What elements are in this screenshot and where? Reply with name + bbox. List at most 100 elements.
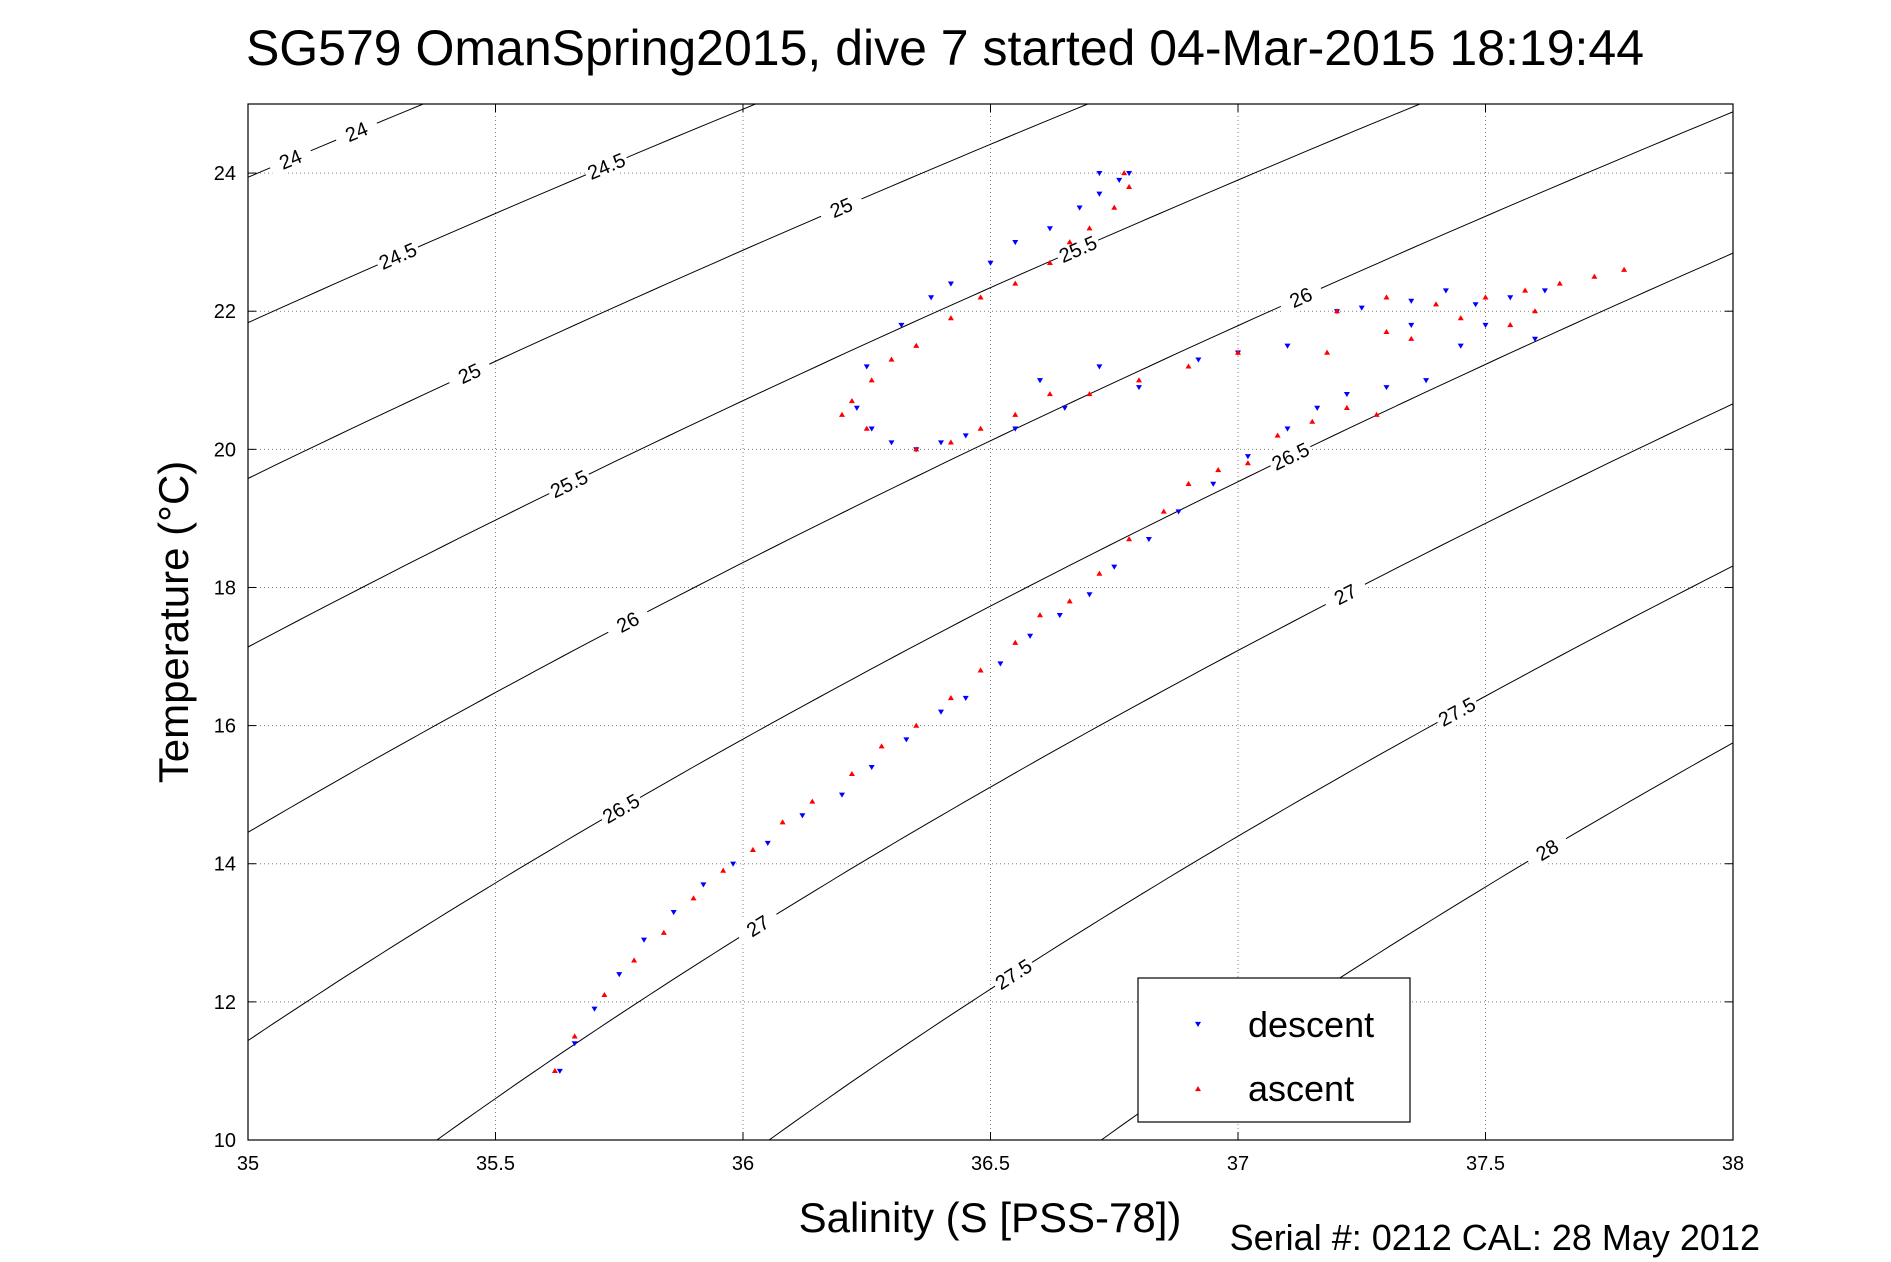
descent-point xyxy=(1027,633,1034,639)
ascent-point xyxy=(1343,404,1350,410)
x-tick-label: 37.5 xyxy=(1466,1153,1505,1175)
chart-title: SG579 OmanSpring2015, dive 7 started 04-… xyxy=(246,20,1644,76)
ascent-point xyxy=(1556,280,1563,286)
descent-point xyxy=(1076,205,1083,211)
descent-point xyxy=(1046,226,1053,232)
descent-point xyxy=(616,972,623,978)
y-axis-label: Temperature (°C) xyxy=(150,461,197,784)
axis-ticks: 35 35.5 36 36.5 37 37.5 38 10 12 14 16 18 20 22 24 xyxy=(214,104,1744,1175)
descent-point xyxy=(1482,322,1489,329)
descent-point xyxy=(1314,405,1321,411)
contour-line xyxy=(248,104,756,324)
contour-label-bg xyxy=(1521,827,1572,871)
ascent-point xyxy=(1185,480,1192,486)
contour-label-bg xyxy=(331,111,382,151)
ascent-point xyxy=(1185,363,1192,369)
ascent-point xyxy=(1621,266,1628,272)
ascent-point xyxy=(1433,301,1439,307)
ascent-point xyxy=(1215,467,1222,473)
contour-label-bg xyxy=(580,145,631,185)
descent-point xyxy=(938,440,944,446)
ascent-point xyxy=(1373,411,1380,417)
descent-point xyxy=(571,1041,578,1047)
descent-point xyxy=(1532,336,1538,342)
descent-point xyxy=(1457,343,1464,349)
contour-label-bg xyxy=(602,600,653,642)
contour-label-bg xyxy=(1052,228,1103,268)
descent-point xyxy=(868,764,875,771)
descent-point xyxy=(938,709,944,715)
descent-point xyxy=(641,937,647,943)
descent-point xyxy=(1408,322,1415,329)
ascent-point xyxy=(1482,294,1489,300)
ascent-point xyxy=(631,957,638,963)
contour-label-bg xyxy=(1319,572,1370,615)
descent-point xyxy=(888,440,895,446)
ascent-point xyxy=(779,819,786,825)
descent-point xyxy=(1096,170,1103,177)
descent-point xyxy=(1358,305,1365,311)
contour-label-bg xyxy=(595,786,646,830)
ascent-point xyxy=(1012,280,1019,286)
x-tick-label: 36 xyxy=(732,1153,754,1175)
contour-line xyxy=(248,252,1733,1042)
descent-point xyxy=(764,840,771,847)
descent-point xyxy=(987,260,994,266)
descent-point xyxy=(1136,385,1142,391)
descent-point xyxy=(799,813,806,819)
ascent-point xyxy=(878,743,885,749)
ascent-point xyxy=(1126,536,1133,542)
legend-label-descent: descent xyxy=(1248,1004,1374,1045)
contour-line xyxy=(248,104,1088,480)
ascent-point xyxy=(913,446,920,452)
ascent-point xyxy=(848,397,855,404)
descent-point xyxy=(1061,405,1068,411)
x-tick-label: 35.5 xyxy=(476,1153,515,1175)
ascent-point xyxy=(1383,294,1390,300)
ascent-point xyxy=(1012,639,1019,645)
descent-point xyxy=(1126,170,1133,177)
x-tick-label: 37 xyxy=(1227,1153,1249,1175)
descent-point xyxy=(1244,454,1251,460)
descent-point xyxy=(898,322,905,329)
ascent-point xyxy=(1591,273,1598,279)
contour-label-bg xyxy=(1431,689,1482,732)
ascent-point xyxy=(1111,204,1118,210)
x-tick-label: 36.5 xyxy=(971,1153,1010,1175)
descent-point xyxy=(1195,357,1202,363)
ascent-point xyxy=(1383,328,1390,335)
ascent-point xyxy=(1096,570,1103,576)
ascent-point xyxy=(1522,287,1529,293)
ascent-point xyxy=(947,315,954,321)
descent-point xyxy=(962,695,969,701)
ascent-point xyxy=(1066,239,1073,245)
ascent-point xyxy=(720,867,727,873)
descent-point xyxy=(730,861,737,867)
contour-line xyxy=(1101,742,1733,1140)
y-tick-label: 24 xyxy=(214,163,236,185)
contour-label-bg xyxy=(1275,276,1326,317)
ascent-point xyxy=(571,1033,578,1039)
contour-label-bg xyxy=(443,352,494,393)
ascent-point xyxy=(601,991,608,998)
ascent-point xyxy=(1126,183,1133,189)
data-points xyxy=(551,170,1628,1074)
descent-point xyxy=(1086,592,1093,598)
ascent-point xyxy=(1408,335,1415,341)
descent-point xyxy=(556,1068,563,1074)
descent-point xyxy=(1423,378,1430,384)
ascent-point xyxy=(1136,377,1142,383)
y-tick-label: 10 xyxy=(214,1130,236,1152)
ascent-point xyxy=(1309,418,1316,424)
descent-point xyxy=(1096,191,1103,197)
ascent-point xyxy=(1086,391,1093,397)
y-tick-label: 12 xyxy=(214,992,236,1014)
descent-point xyxy=(947,281,954,287)
ascent-point xyxy=(1532,308,1538,314)
descent-point xyxy=(1145,537,1152,543)
serial-cal-footer: Serial #: 0212 CAL: 28 May 2012 xyxy=(1230,1217,1760,1258)
descent-point xyxy=(1012,240,1019,246)
ascent-point xyxy=(1086,225,1093,231)
descent-point xyxy=(1284,426,1291,432)
ascent-point xyxy=(749,846,756,853)
